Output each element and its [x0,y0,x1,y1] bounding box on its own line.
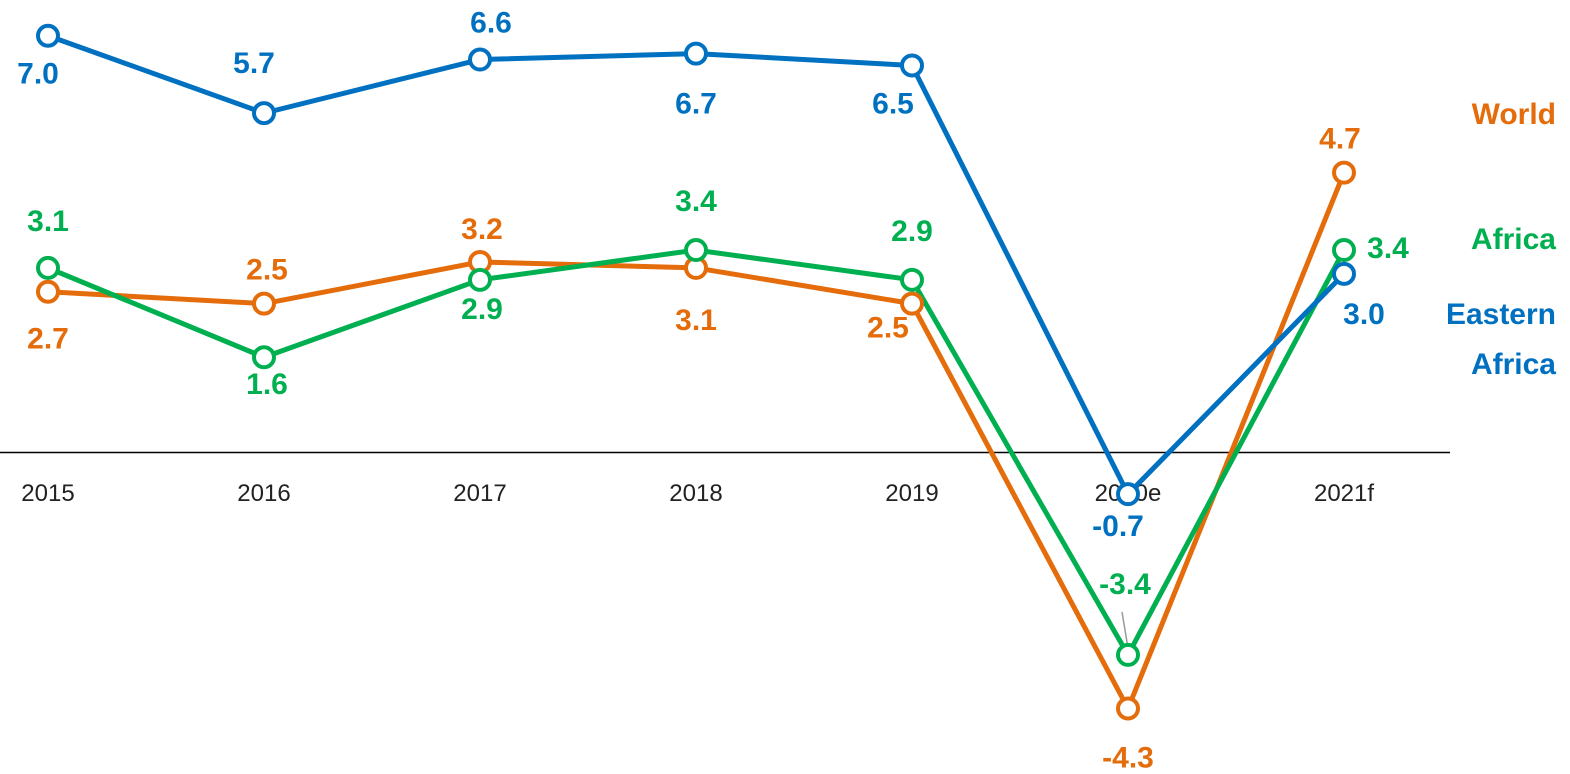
x-tick-label: 2019 [885,480,938,507]
x-tick-label: 2017 [453,480,506,507]
data-label: 2.7 [27,323,69,356]
data-label: 3.1 [675,304,717,337]
data-label: 5.7 [233,47,275,80]
marker [900,291,924,316]
data-label: 3.1 [27,205,69,238]
legend-label: Africa [1470,223,1556,256]
marker [468,47,492,72]
data-label: 2.9 [891,215,933,248]
marker [684,41,708,66]
marker [1332,238,1356,263]
x-tick-label: 2016 [237,480,290,507]
data-label: -4.3 [1102,741,1154,774]
marker [900,53,924,78]
x-tick-label: 2021f [1314,480,1374,507]
data-label: 6.5 [872,87,914,120]
marker [252,345,276,370]
marker [900,267,924,292]
legend-label: World [1471,98,1556,131]
data-label: 6.6 [470,6,512,39]
data-label: 3.0 [1343,298,1385,331]
marker [252,101,276,126]
x-tick-label: 2018 [669,480,722,507]
marker [1332,160,1356,185]
data-label: -3.4 [1099,568,1151,601]
data-label: 6.7 [675,88,717,121]
data-label: 3.2 [461,213,503,246]
marker [36,23,60,48]
marker [1332,261,1356,286]
marker [1116,482,1140,507]
x-tick-label: 2015 [21,480,74,507]
data-label: 2.5 [867,312,909,345]
data-label: 3.4 [1367,232,1409,265]
data-label: 2.9 [461,293,503,326]
data-label: 3.4 [675,185,717,218]
data-label: 7.0 [17,58,59,91]
data-label: 2.5 [246,254,288,287]
data-label: -0.7 [1092,510,1144,543]
marker [1116,642,1140,667]
legend-label: Eastern Africa [1445,298,1556,381]
leader-line [1121,611,1129,649]
data-label: 1.6 [246,368,288,401]
marker [252,291,276,316]
data-label: 4.7 [1319,123,1361,156]
marker [36,279,60,304]
marker [684,238,708,263]
marker [36,255,60,280]
marker [468,267,492,292]
marker [1116,696,1140,721]
